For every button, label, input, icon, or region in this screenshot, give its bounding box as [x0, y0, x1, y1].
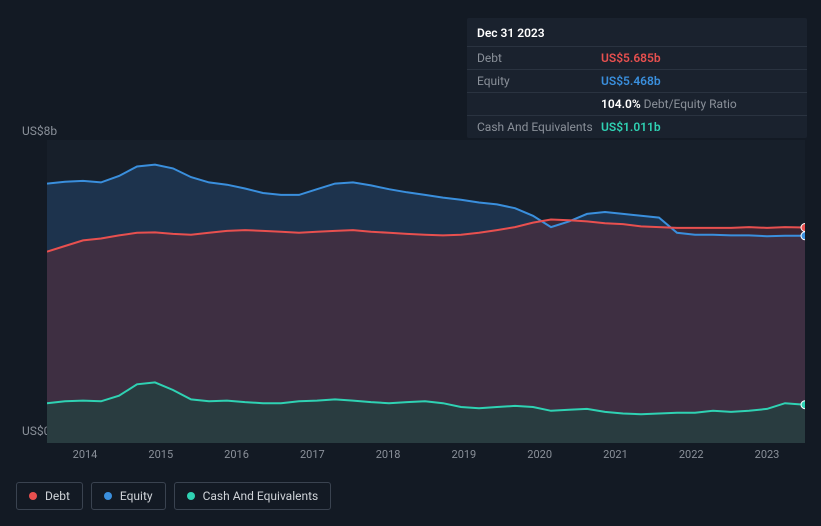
legend-label: Equity	[120, 489, 153, 503]
legend-item-cash-and-equivalents[interactable]: Cash And Equivalents	[174, 482, 332, 510]
xaxis-tick: 2014	[73, 448, 98, 461]
tooltip-row-label: Equity	[477, 74, 601, 88]
tooltip-row: EquityUS$5.468b	[467, 70, 807, 93]
tooltip-row: Cash And EquivalentsUS$1.011b	[467, 116, 807, 138]
legend-item-equity[interactable]: Equity	[91, 482, 166, 510]
tooltip-row-label: Debt	[477, 51, 601, 65]
tooltip-date: Dec 31 2023	[467, 18, 807, 47]
tooltip-row-value: 104.0% Debt/Equity Ratio	[601, 97, 737, 111]
tooltip-row-value: US$5.468b	[601, 74, 661, 88]
xaxis-tick: 2021	[603, 448, 628, 461]
xaxis: 2014 2015 2016 2017 2018 2019 2020 2021 2022 2023	[47, 448, 805, 468]
tooltip-row-value: US$5.685b	[601, 51, 661, 65]
xaxis-tick: 2019	[452, 448, 477, 461]
chart-area	[16, 140, 805, 443]
xaxis-tick: 2022	[679, 448, 704, 461]
xaxis-tick: 2018	[376, 448, 401, 461]
tooltip-row-label: Cash And Equivalents	[477, 120, 601, 134]
tooltip-row-suffix: Debt/Equity Ratio	[641, 97, 737, 111]
yaxis-top-label: US$8b	[22, 124, 57, 138]
xaxis-tick: 2017	[300, 448, 325, 461]
tooltip-row: DebtUS$5.685b	[467, 47, 807, 70]
legend-swatch	[29, 492, 37, 500]
tooltip-row-label	[477, 97, 601, 111]
legend-item-debt[interactable]: Debt	[16, 482, 83, 510]
end-marker-equity	[801, 232, 805, 240]
legend-swatch	[104, 492, 112, 500]
xaxis-tick: 2020	[527, 448, 552, 461]
legend-label: Debt	[45, 489, 70, 503]
tooltip-panel: Dec 31 2023 DebtUS$5.685bEquityUS$5.468b…	[467, 18, 807, 138]
xaxis-tick: 2023	[755, 448, 780, 461]
end-marker-cash	[801, 401, 805, 409]
legend: Debt Equity Cash And Equivalents	[16, 482, 331, 510]
tooltip-row-value: US$1.011b	[601, 120, 661, 134]
legend-label: Cash And Equivalents	[203, 489, 319, 503]
xaxis-tick: 2016	[224, 448, 249, 461]
chart-svg	[47, 140, 805, 443]
end-marker-debt	[801, 224, 805, 232]
xaxis-tick: 2015	[148, 448, 173, 461]
legend-swatch	[187, 492, 195, 500]
tooltip-row: 104.0% Debt/Equity Ratio	[467, 93, 807, 116]
